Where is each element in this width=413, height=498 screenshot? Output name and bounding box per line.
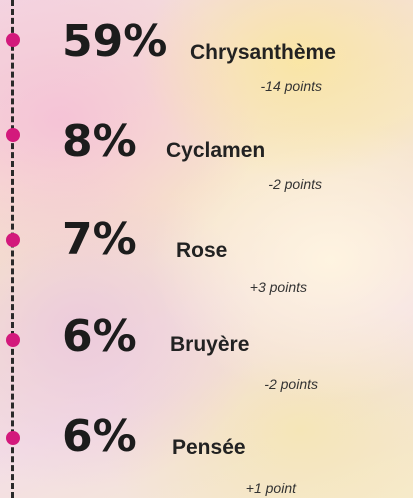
bullet-dot — [6, 33, 20, 47]
change: +3 points — [250, 280, 307, 294]
bullet-dot — [6, 333, 20, 347]
flower-name: Bruyère — [170, 334, 249, 355]
bullet-dot — [6, 233, 20, 247]
timeline-rail — [11, 0, 14, 498]
percent: 59% — [62, 20, 167, 64]
change: -2 points — [264, 377, 318, 391]
percent: 6% — [62, 315, 137, 359]
flower-name: Cyclamen — [166, 140, 265, 161]
percent: 8% — [62, 120, 137, 164]
bullet-dot — [6, 431, 20, 445]
bullet-dot — [6, 128, 20, 142]
flower-name: Chrysanthème — [190, 42, 336, 63]
change: -2 points — [268, 177, 322, 191]
flower-name: Pensée — [172, 437, 246, 458]
flower-name: Rose — [176, 240, 227, 261]
change: -14 points — [261, 79, 322, 93]
percent: 7% — [62, 218, 137, 262]
infographic: 59% Chrysanthème -14 points 8% Cyclamen -2 po… — [0, 0, 413, 498]
percent: 6% — [62, 415, 137, 459]
change: +1 point — [246, 481, 296, 495]
